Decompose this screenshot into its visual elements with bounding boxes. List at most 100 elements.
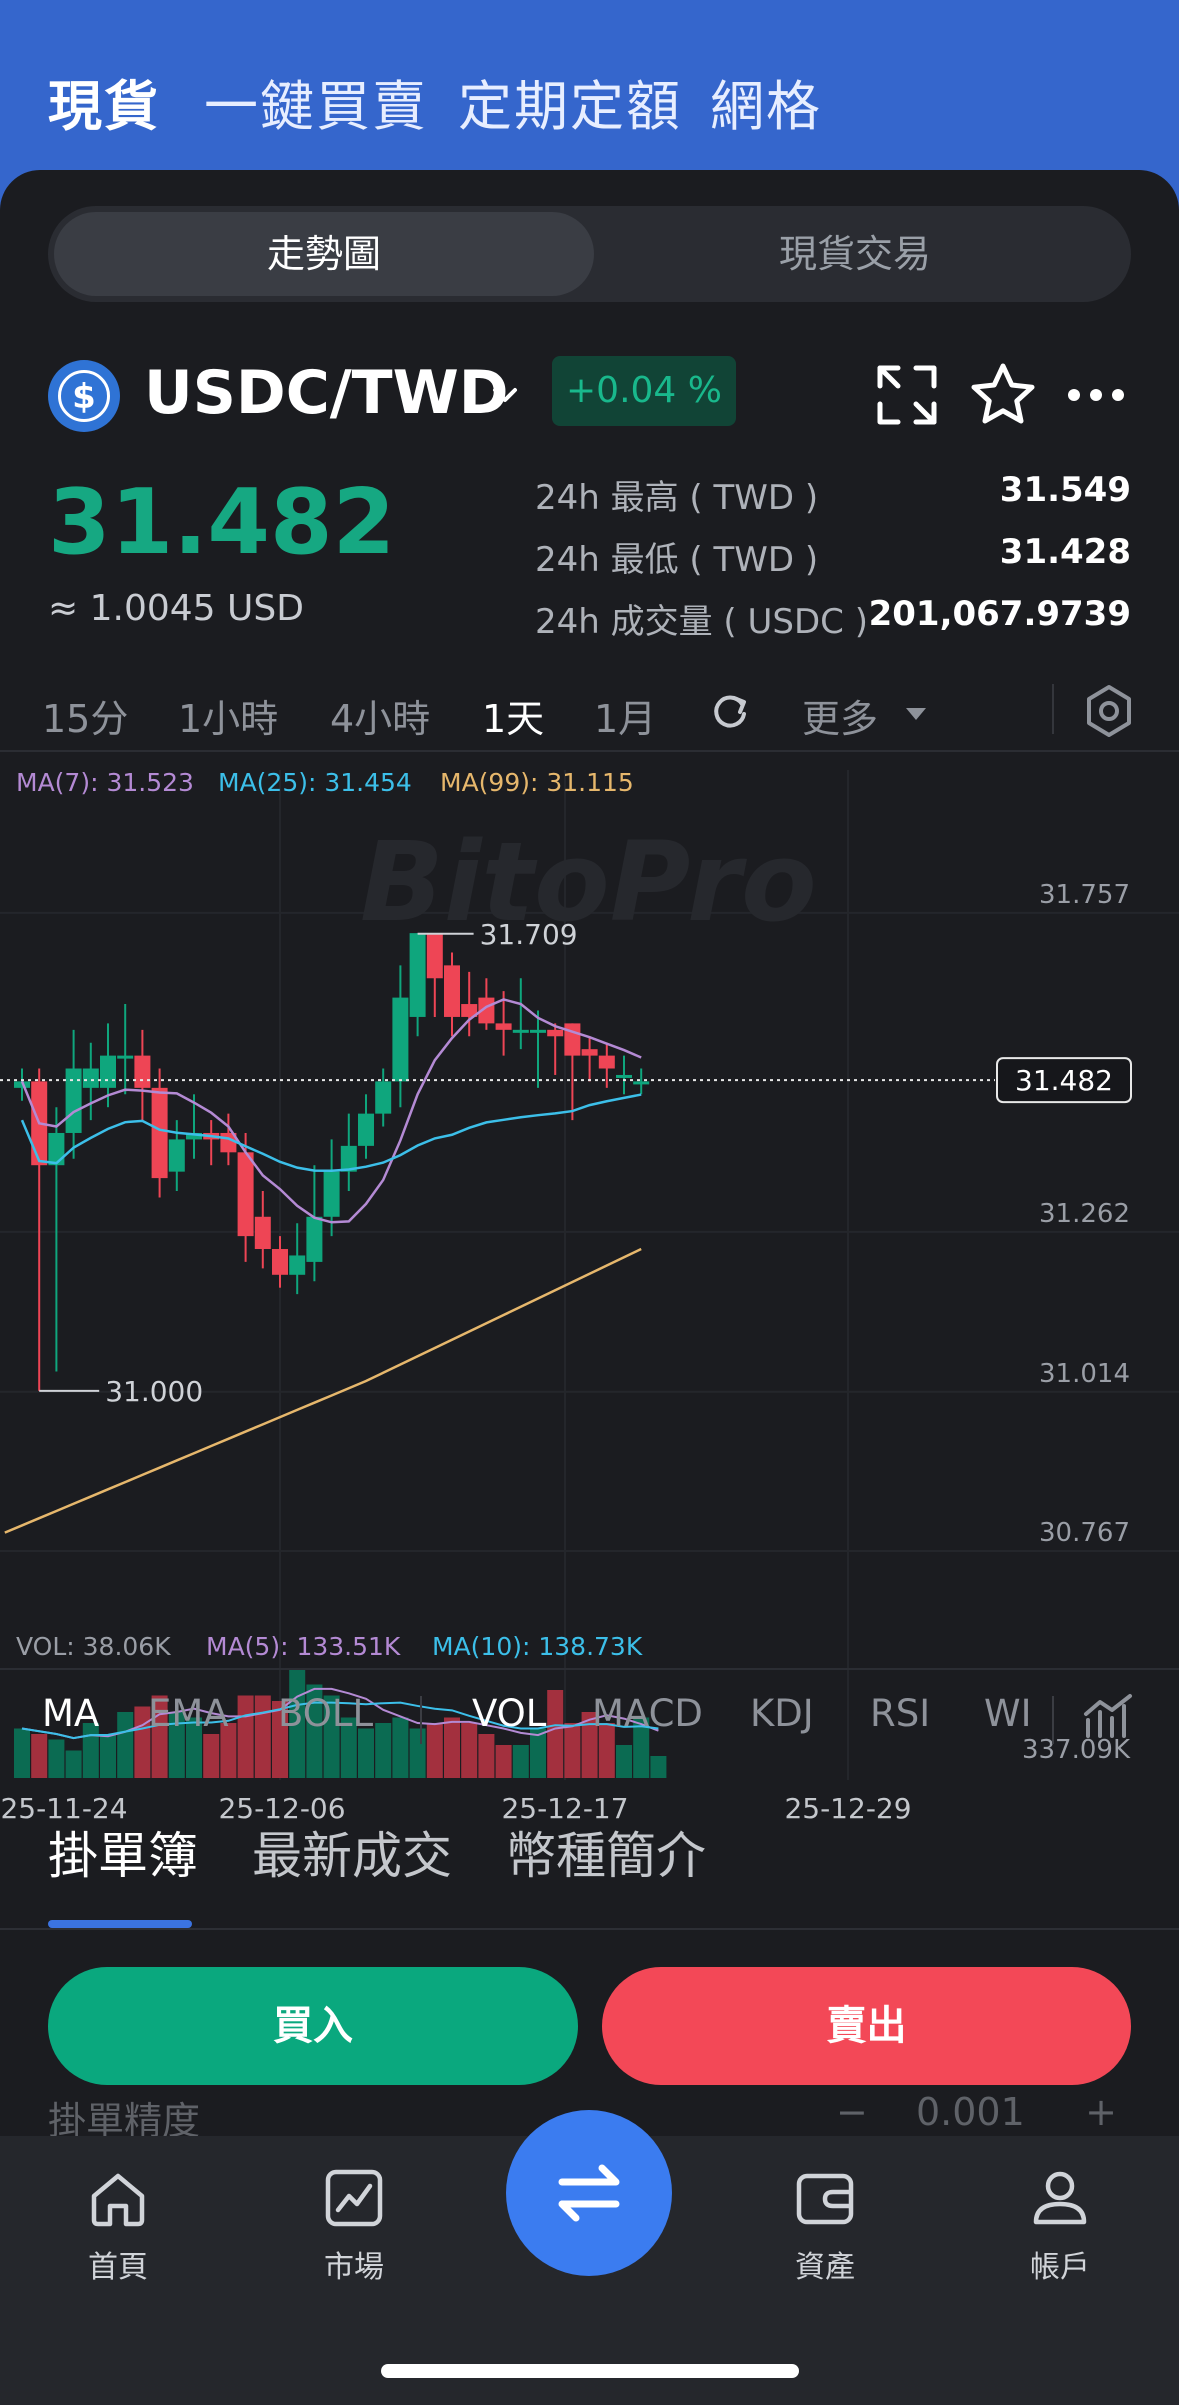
candle-body (530, 1029, 546, 1033)
current-price-box (996, 1057, 1132, 1104)
interval-more[interactable]: 更多 (802, 697, 879, 741)
chevron-down-icon[interactable] (488, 378, 522, 412)
pair-selector[interactable]: USDC/TWD (144, 358, 509, 428)
chart-top-divider (0, 750, 1179, 752)
indicator-rsi[interactable]: RSI (870, 1692, 931, 1735)
bitopro-watermark: BitoPro (360, 818, 817, 946)
tab-coin-info[interactable]: 幣種簡介 (506, 1827, 706, 1885)
candle-body (581, 1049, 598, 1056)
y-tick-label: 30.767 (1039, 1518, 1130, 1548)
volume-bar (323, 1695, 340, 1778)
tabbar-assets[interactable]: 資產 (755, 2166, 895, 2286)
volume-bar (547, 1690, 564, 1778)
interval-1d[interactable]: 1天 (482, 697, 545, 741)
x-tick-label: 25-12-06 (218, 1792, 345, 1825)
candle-body (426, 933, 443, 979)
candle-body (186, 1132, 202, 1140)
indicator-ema[interactable]: EMA (148, 1692, 229, 1735)
minus-icon[interactable]: − (836, 2090, 868, 2134)
volume-bar (598, 1723, 615, 1778)
precision-stepper[interactable]: − 0.001 + (810, 2090, 1131, 2150)
low-annotation: 31.000 (105, 1375, 203, 1408)
volume-bar (220, 1723, 237, 1778)
candle-body (254, 1216, 271, 1250)
candle-body (168, 1139, 185, 1172)
swap-arrows-icon (558, 2164, 620, 2222)
price-change-badge: +0.04 % (552, 356, 736, 426)
vol-ma10-line (21, 1701, 659, 1740)
segment-spot-trade[interactable]: 現貨交易 (778, 232, 931, 276)
plus-icon[interactable]: + (1085, 2090, 1117, 2134)
volume-bar (134, 1706, 151, 1778)
candle-body (598, 1055, 615, 1069)
indicator-boll[interactable]: BOLL (278, 1692, 374, 1735)
tabbar-market[interactable]: 市場 (284, 2166, 424, 2286)
candle-body (82, 1068, 99, 1088)
interval-1h[interactable]: 1小時 (178, 697, 279, 741)
ma99-legend: MA(99): 31.115 (440, 768, 634, 797)
candle-body (340, 1145, 357, 1172)
trade-fab-button[interactable] (506, 2110, 672, 2276)
indicator-divider (420, 1696, 422, 1744)
indicator-kdj[interactable]: KDJ (750, 1692, 814, 1735)
candle-body (392, 997, 409, 1082)
tabbar-home[interactable]: 首頁 (48, 2166, 188, 2286)
tabbar-assets-label: 資產 (795, 2250, 855, 2285)
tab-recurring-buy[interactable]: 定期定額 (458, 75, 682, 138)
wallet-icon (796, 2173, 854, 2225)
tab-recent-trades[interactable]: 最新成交 (252, 1827, 452, 1885)
star-icon[interactable] (968, 360, 1038, 430)
candle-body (444, 965, 460, 1017)
candle-body (323, 1171, 340, 1217)
volume-bar (203, 1734, 220, 1778)
volume-bar (168, 1712, 185, 1778)
volume-bar (48, 1739, 65, 1778)
volume-bar (564, 1723, 581, 1778)
candle-body (272, 1249, 288, 1275)
refresh-icon[interactable] (708, 690, 752, 734)
indicator-macd[interactable]: MACD (592, 1692, 703, 1735)
vol-ma5-legend: MA(5): 133.51K (206, 1632, 401, 1661)
segment-chart[interactable]: 走勢圖 (54, 212, 594, 296)
chart-settings-icon[interactable] (1084, 684, 1134, 738)
buy-button[interactable]: 買入 (48, 1967, 578, 2085)
more-icon[interactable] (1061, 360, 1131, 430)
x-tick-label: 25-12-17 (501, 1792, 628, 1825)
tab-grid[interactable]: 網格 (710, 75, 822, 138)
caret-down-icon[interactable] (904, 706, 928, 722)
tab-quick-trade[interactable]: 一鍵買賣 (204, 75, 428, 138)
tab-orderbook[interactable]: 掛單簿 (48, 1827, 198, 1885)
y-tick-label: 31.262 (1039, 1199, 1130, 1229)
indicator-wr[interactable]: WI (984, 1692, 1032, 1735)
candle-body (409, 933, 426, 1017)
interval-15m[interactable]: 15分 (42, 697, 129, 741)
pair-header: $ USDC/TWD +0.04 % (48, 356, 1131, 436)
volume-bar (495, 1745, 512, 1778)
indicator-vol[interactable]: VOL (472, 1692, 547, 1735)
x-tick-label: 25-11-24 (0, 1792, 127, 1825)
volume-bar (650, 1756, 667, 1778)
ma7-line (20, 998, 642, 1224)
volume-bar (31, 1734, 48, 1778)
candlestick-svg[interactable]: 31.757 31.262 31.014 30.767 BitoPro 337.09K… (0, 750, 1179, 1830)
candle-body (547, 1029, 564, 1037)
indicator-ma[interactable]: MA (42, 1692, 100, 1735)
tabbar-account[interactable]: 帳戶 (990, 2166, 1130, 2286)
y-tick-label: 31.757 (1039, 880, 1130, 910)
indicator-chart-icon[interactable] (1082, 1690, 1134, 1742)
fullscreen-icon[interactable] (872, 360, 942, 430)
tab-spot[interactable]: 現貨 (48, 75, 160, 138)
volume-bar (340, 1717, 357, 1778)
price-chart[interactable]: MA(7): 31.523 MA(25): 31.454 MA(99): 31.… (0, 750, 1179, 1830)
candle-body (48, 1132, 65, 1166)
x-tick-label: 25-12-29 (784, 1792, 911, 1825)
interval-1mo[interactable]: 1月 (594, 697, 657, 741)
interval-4h[interactable]: 4小時 (330, 697, 431, 741)
precision-label: 掛單精度 (48, 2099, 201, 2143)
last-price: 31.482 (48, 470, 396, 575)
sell-button[interactable]: 賣出 (602, 1967, 1131, 2085)
volume-bar (100, 1734, 116, 1778)
candle-body (306, 1216, 323, 1262)
candle-body (237, 1152, 254, 1237)
stat-24h-high: 24h 最高 ( TWD ) 31.549 (535, 470, 1131, 518)
